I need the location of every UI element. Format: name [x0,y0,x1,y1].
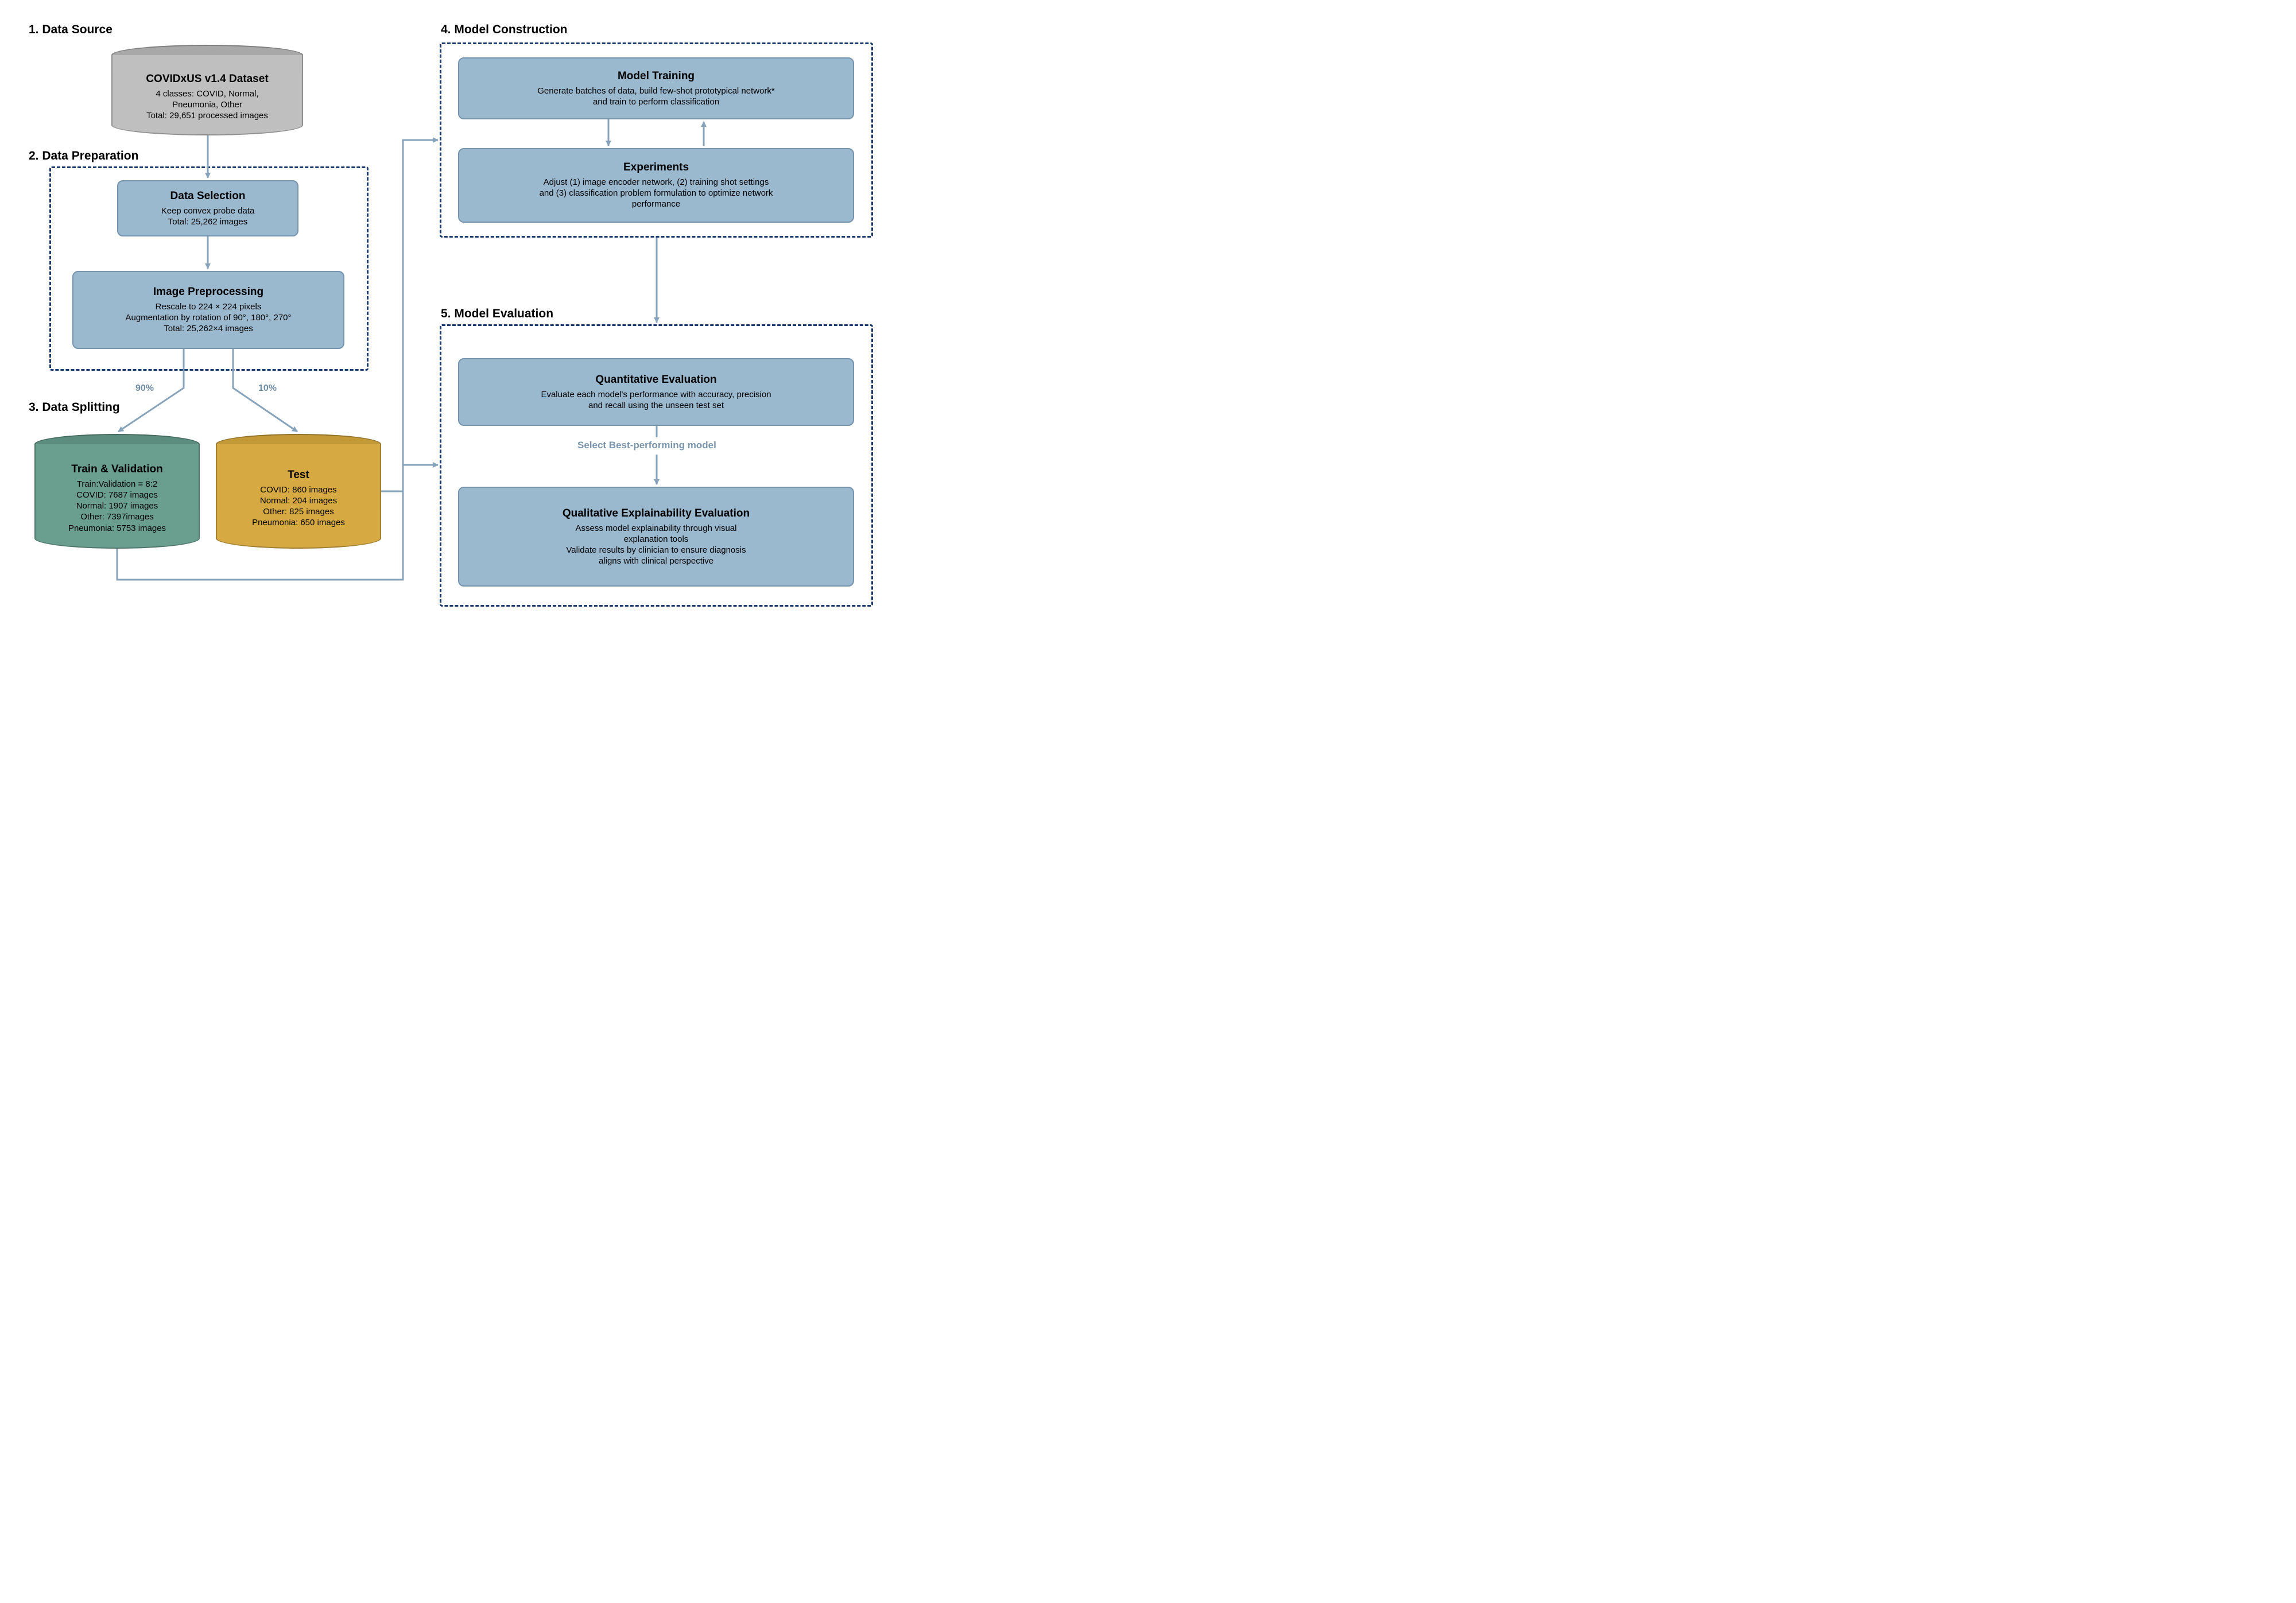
section-title-4: 4. Model Construction [441,23,568,37]
experiments-title: Experiments [470,161,843,174]
section-title-5: 5. Model Evaluation [441,307,553,321]
trainval-title: Train & Validation [71,463,162,476]
data-selection-body: Keep convex probe data Total: 25,262 ima… [129,205,287,227]
section-title-2: 2. Data Preparation [29,149,138,163]
dataset-body: 4 classes: COVID, Normal, Pneumonia, Oth… [146,88,268,122]
quant-eval-title: Quantitative Evaluation [470,373,843,387]
qual-eval-title: Qualitative Explainability Evaluation [470,507,843,521]
node-experiments: Experiments Adjust (1) image encoder net… [458,148,854,223]
cylinder-test: Test COVID: 860 images Normal: 204 image… [216,434,381,549]
edge-label-10: 10% [258,383,277,394]
image-preproc-body: Rescale to 224 × 224 pixels Augmentation… [84,301,333,335]
edge-label-90: 90% [135,383,154,394]
image-preproc-title: Image Preprocessing [84,285,333,299]
section-title-3: 3. Data Splitting [29,401,120,414]
trainval-body: Train:Validation = 8:2 COVID: 7687 image… [68,479,166,534]
node-data-selection: Data Selection Keep convex probe data To… [117,180,298,236]
node-quant-eval: Quantitative Evaluation Evaluate each mo… [458,358,854,426]
model-training-title: Model Training [470,69,843,83]
cylinder-dataset: COVIDxUS v1.4 Dataset 4 classes: COVID, … [111,45,303,135]
test-body: COVID: 860 images Normal: 204 images Oth… [252,484,345,529]
qual-eval-body: Assess model explainability through visu… [470,523,843,567]
model-training-body: Generate batches of data, build few-shot… [470,86,843,107]
section-title-1: 1. Data Source [29,23,113,37]
test-title: Test [288,468,309,482]
data-selection-title: Data Selection [129,189,287,203]
quant-eval-body: Evaluate each model's performance with a… [470,389,843,411]
edge-label-select-best: Select Best-performing model [577,440,716,451]
diagram-canvas: 1. Data Source 2. Data Preparation 3. Da… [23,23,884,626]
node-image-preprocessing: Image Preprocessing Rescale to 224 × 224… [72,271,344,349]
node-qual-eval: Qualitative Explainability Evaluation As… [458,487,854,587]
dataset-title: COVIDxUS v1.4 Dataset [146,72,268,86]
cylinder-train-val: Train & Validation Train:Validation = 8:… [34,434,200,549]
experiments-body: Adjust (1) image encoder network, (2) tr… [470,177,843,210]
node-model-training: Model Training Generate batches of data,… [458,57,854,119]
